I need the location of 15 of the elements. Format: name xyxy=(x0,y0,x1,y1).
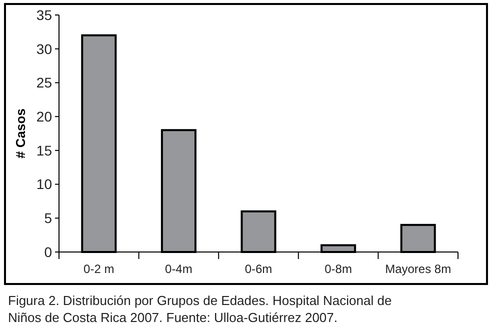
x-tick-label: 0-4m xyxy=(165,262,192,276)
y-tick-label: 5 xyxy=(44,210,52,226)
y-tick-label: 10 xyxy=(36,176,52,192)
x-tick-label: 0-6m xyxy=(244,262,272,276)
text: Figura 2. Distribución por Grupos de Edades. Hospital Nacional de Niños de Costa Rica 2007. Fuente: Ulloa-Gutiérrez 2007. xyxy=(8,293,392,325)
y-tick-label: 20 xyxy=(36,108,52,124)
y-tick-label: 35 xyxy=(36,6,52,23)
y-axis-title: # Casos xyxy=(13,108,28,158)
x-tick-label: Mayores 8m xyxy=(385,262,452,276)
x-tick-label: 0-8m xyxy=(324,262,352,276)
y-tick-label: 15 xyxy=(36,142,52,158)
y-tick-label: 25 xyxy=(36,74,52,91)
x-tick-label: 0-2 m xyxy=(84,262,114,276)
y-tick-label: 0 xyxy=(44,244,52,260)
y-tick-label: 30 xyxy=(36,40,52,57)
